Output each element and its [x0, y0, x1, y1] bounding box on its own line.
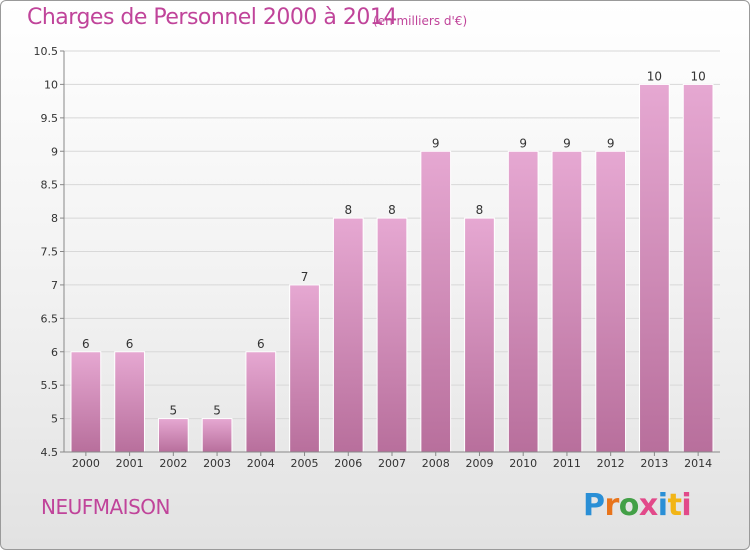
bar-2003	[201, 418, 233, 453]
logo-letter: x	[638, 488, 658, 523]
x-tick-label-2008: 2008	[422, 457, 450, 470]
data-label-2006: 8	[344, 203, 352, 217]
x-tick-label-2012: 2012	[597, 457, 625, 470]
y-tick-label: 9	[51, 145, 58, 158]
y-tick-label: 9.5	[41, 112, 59, 125]
bar-2004	[245, 351, 277, 453]
data-label-2010: 9	[519, 136, 527, 150]
bar-2009	[464, 217, 495, 453]
x-tick-label-2014: 2014	[684, 457, 712, 470]
x-tick-label-2005: 2005	[291, 457, 319, 470]
bar-2001	[114, 351, 145, 453]
y-tick-label: 10	[44, 78, 58, 91]
x-tick-label-2002: 2002	[159, 457, 187, 470]
axes: 4.5 5 5.5 6 6.5 7 7.5 8 8.5 9 9.5 10 10.5 2000 2001 200…	[34, 45, 720, 470]
y-tick-label: 6.5	[41, 312, 59, 325]
y-tick-label: 8.5	[41, 179, 59, 192]
chart-title: Charges de Personnel 2000 à 2014	[27, 5, 397, 30]
proxiti-logo[interactable]: Proxiti	[583, 488, 692, 523]
x-tick-label-2003: 2003	[203, 457, 231, 470]
x-tick-label-2001: 2001	[116, 457, 144, 470]
bar-2014	[682, 83, 714, 453]
bar-2013	[639, 83, 670, 453]
y-tick-label: 8	[51, 212, 58, 225]
bar-2006	[332, 217, 364, 453]
bars: 6 6 5 5 6 7 8 8 9 8 9 9 9 10 10	[70, 69, 714, 453]
data-label-2007: 8	[388, 203, 396, 217]
bar-2007	[376, 217, 408, 453]
bar-2012	[595, 150, 627, 453]
x-tick-label-2007: 2007	[378, 457, 406, 470]
logo-letter: r	[604, 488, 620, 523]
data-label-2009: 8	[476, 203, 484, 217]
data-label-2005: 7	[301, 270, 309, 284]
bar-2011	[551, 150, 583, 453]
logo-letter: P	[583, 488, 605, 523]
y-tick-label: 7	[51, 279, 58, 292]
data-label-2004: 6	[257, 337, 265, 351]
y-tick-label: 5.5	[41, 379, 59, 392]
x-tick-label-2009: 2009	[465, 457, 493, 470]
data-label-2008: 9	[432, 136, 440, 150]
x-tick-label-2004: 2004	[247, 457, 275, 470]
x-tick-label-2000: 2000	[72, 457, 100, 470]
y-tick-label: 5	[51, 413, 58, 426]
data-label-2001: 6	[126, 337, 134, 351]
data-label-2012: 9	[607, 136, 615, 150]
y-tick-label: 10.5	[34, 45, 59, 58]
bar-2000	[70, 351, 102, 453]
y-tick-label: 4.5	[41, 446, 59, 459]
bar-2002	[157, 418, 189, 453]
data-label-2003: 5	[213, 404, 221, 418]
x-tick-label-2010: 2010	[509, 457, 537, 470]
bar-2010	[507, 150, 539, 453]
data-label-2013: 10	[647, 69, 662, 83]
bar-2008	[420, 150, 452, 453]
data-label-2002: 5	[170, 404, 178, 418]
logo-letter: i	[657, 488, 668, 523]
x-tick-label-2013: 2013	[640, 457, 668, 470]
data-label-2014: 10	[690, 69, 705, 83]
y-tick-label: 7.5	[41, 246, 59, 259]
logo-letter: o	[618, 488, 640, 523]
logo-letter: i	[681, 488, 692, 523]
chart-subtitle: (en milliers d'€)	[373, 14, 468, 28]
x-tick-label-2011: 2011	[553, 457, 581, 470]
bar-2005	[289, 284, 320, 453]
x-tick-label-2006: 2006	[334, 457, 362, 470]
data-label-2011: 9	[563, 136, 571, 150]
y-tick-label: 6	[51, 346, 58, 359]
commune-name: NEUFMAISON	[41, 495, 170, 519]
data-label-2000: 6	[82, 337, 90, 351]
logo-letter: t	[667, 488, 682, 523]
